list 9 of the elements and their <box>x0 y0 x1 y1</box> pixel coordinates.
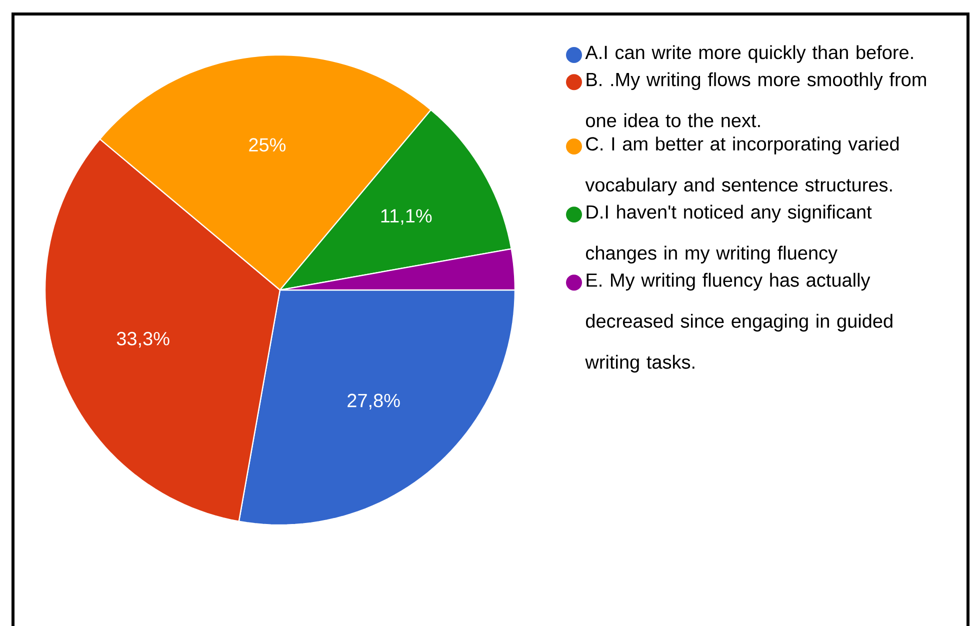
category-label: E. My writing fluency has actually decreased since engaging in guided writing tasks. <box>585 272 892 373</box>
category-label: C. I am better at incorporating varied vocabulary and sentence structures. <box>585 136 899 196</box>
data-label: 11,1% <box>381 209 432 225</box>
data-label: 27,8% <box>348 394 400 410</box>
category-label: B. .My writing flows more smoothly from one idea to the next. <box>586 72 926 128</box>
data-label: 25% <box>249 138 286 152</box>
legend-label: A.I can write more quickly than before. <box>585 45 913 63</box>
category-label: D.I haven't noticed any significant changes in my writing fluency <box>586 204 872 264</box>
data-label: 33,3% <box>116 332 170 348</box>
